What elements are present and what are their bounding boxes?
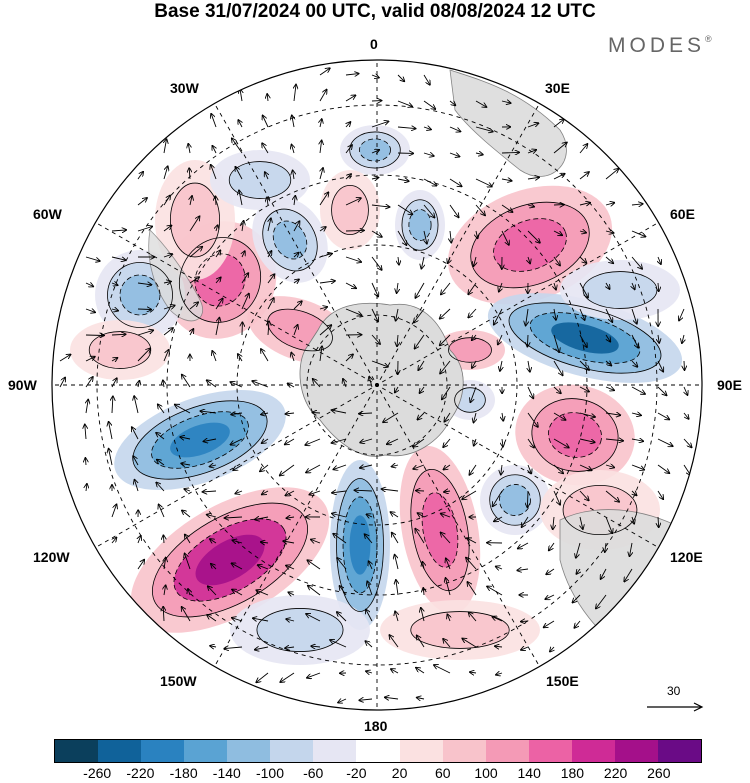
colorbar-cell xyxy=(571,740,615,762)
colorbar-cell xyxy=(184,740,228,762)
brand-name: MODES xyxy=(608,34,706,57)
map-border xyxy=(51,59,703,711)
registered-mark: ® xyxy=(705,34,712,44)
colorbar-cell xyxy=(141,740,185,762)
lon-label-60w: 60W xyxy=(33,206,62,222)
colorbar-tick-label: -100 xyxy=(255,765,285,781)
colorbar-cell xyxy=(442,740,486,762)
colorbar-tick-label: -140 xyxy=(212,765,241,781)
colorbar-tick-label: 20 xyxy=(391,765,408,781)
colorbar-cell xyxy=(356,740,400,762)
colorbar-tick-label: -180 xyxy=(169,765,198,781)
lon-label-90w: 90W xyxy=(8,377,37,393)
colorbar-cell xyxy=(657,740,701,762)
south-america xyxy=(148,229,203,322)
colorbar-tick-label: 100 xyxy=(474,765,498,781)
lon-label-120e: 120E xyxy=(670,549,703,565)
colorbar-tick-label: 180 xyxy=(560,765,585,781)
colorbar-cell xyxy=(528,740,572,762)
colorbar-cell xyxy=(270,740,314,762)
lon-label-150e: 150E xyxy=(546,673,579,689)
lon-label-30w: 30W xyxy=(170,80,199,96)
lon-label-0: 0 xyxy=(370,36,378,52)
colorbar-tick-label: 220 xyxy=(603,765,628,781)
lon-label-180: 180 xyxy=(364,718,388,734)
colorbar-tick-label: 260 xyxy=(647,765,671,781)
colorbar-tick-label: -20 xyxy=(346,765,367,781)
lon-label-90e: 90E xyxy=(717,377,742,393)
anomaly-field xyxy=(70,125,683,665)
reference-arrow-icon xyxy=(647,702,704,712)
colorbar-tick-label: 140 xyxy=(517,765,541,781)
lon-label-60e: 60E xyxy=(670,206,695,222)
colorbar-tick-label: -60 xyxy=(303,765,324,781)
colorbar xyxy=(54,739,702,763)
colorbar-cell xyxy=(313,740,357,762)
lon-label-30e: 30E xyxy=(545,80,570,96)
colorbar-tick-label: -260 xyxy=(83,765,112,781)
modes-logo: MODES® xyxy=(608,34,712,58)
chart-title: Base 31/07/2024 00 UTC, valid 08/08/2024… xyxy=(154,1,596,22)
lon-label-150w: 150W xyxy=(160,673,197,689)
colorbar-cell xyxy=(614,740,658,762)
colorbar-cell xyxy=(485,740,529,762)
colorbar-ticks: -260 -220 -180 -140 -100 -60 -20 20 60 100 140 180 2… xyxy=(0,764,750,783)
colorbar-cell xyxy=(227,740,271,762)
lon-label-120w: 120W xyxy=(33,549,70,565)
colorbar-cell xyxy=(98,740,142,762)
colorbar-cell xyxy=(399,740,443,762)
colorbar-tick-label: -220 xyxy=(126,765,155,781)
vector-reference: 30 xyxy=(645,684,705,724)
colorbar-cell xyxy=(55,740,99,762)
wind-vectors xyxy=(59,68,692,702)
vector-reference-label: 30 xyxy=(667,684,681,698)
colorbar-tick-label: 60 xyxy=(435,765,451,781)
